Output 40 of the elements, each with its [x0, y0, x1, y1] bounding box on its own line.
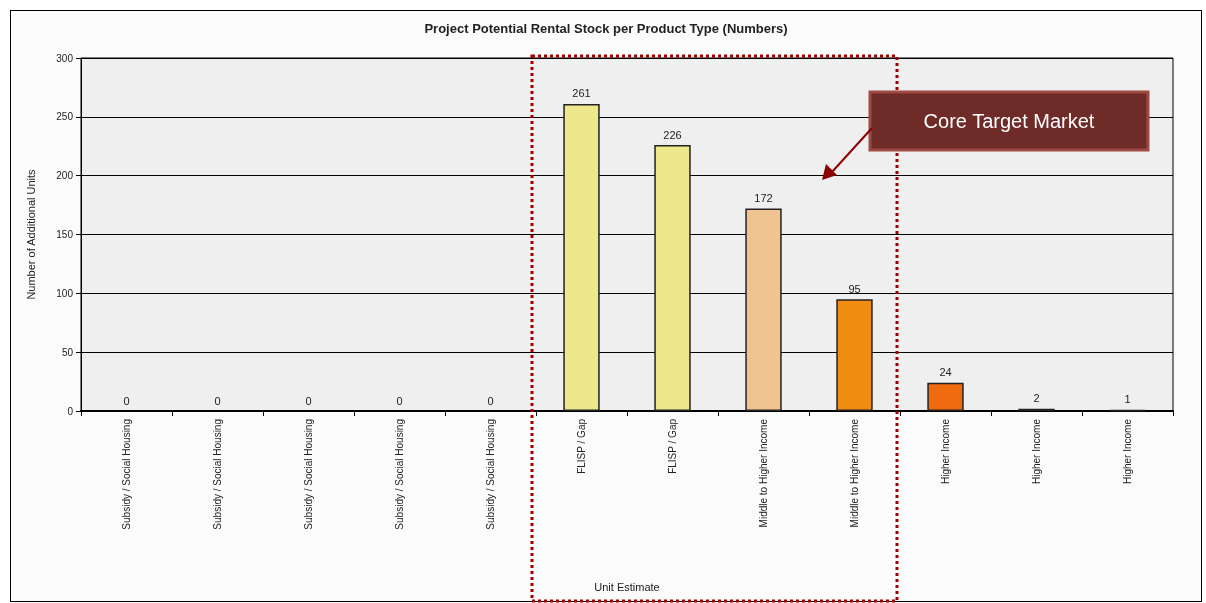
bar — [836, 299, 873, 411]
data-label: 0 — [305, 394, 312, 407]
y-tick-label: 250 — [56, 111, 74, 123]
x-axis-title: Unit Estimate — [594, 580, 660, 593]
data-label: 0 — [396, 394, 403, 407]
x-tick-label: Subsidy / Social Housing — [121, 419, 132, 530]
data-label: 226 — [663, 128, 682, 141]
bar — [654, 145, 691, 411]
data-label: 172 — [754, 192, 773, 205]
y-tick-label: 200 — [56, 170, 74, 182]
data-label: 1 — [1124, 393, 1131, 406]
data-label: 0 — [123, 394, 130, 407]
x-tick-label: Subsidy / Social Housing — [394, 419, 405, 530]
data-label: 261 — [572, 87, 591, 100]
x-tick-label: Middle to Higher Income — [849, 418, 860, 528]
data-label: 0 — [487, 394, 494, 407]
x-tick-label: Higher Income — [940, 418, 951, 485]
x-tick-label: Subsidy / Social Housing — [212, 419, 223, 530]
bar — [927, 382, 964, 411]
x-tick-label: Higher Income — [1031, 418, 1042, 485]
data-label: 95 — [848, 282, 861, 295]
y-tick-label: 300 — [56, 52, 74, 64]
x-tick-label: Subsidy / Social Housing — [485, 419, 496, 530]
chart-title: Project Potential Rental Stock per Product Type (Numbers) — [424, 21, 788, 36]
bar — [745, 208, 782, 411]
x-tick-label: Middle to Higher Income — [758, 418, 769, 528]
y-tick-label: 150 — [56, 229, 74, 240]
data-label: 2 — [1033, 392, 1040, 405]
y-axis-title: Number of Additional Units — [24, 168, 37, 300]
annotation: Core Target Market — [923, 110, 1095, 132]
y-tick-label: 50 — [61, 346, 74, 358]
data-label: 0 — [214, 394, 221, 407]
y-tick-label: 100 — [56, 287, 74, 299]
x-tick-label: Subsidy / Social Housing — [303, 419, 314, 530]
y-tick-label: 0 — [67, 405, 74, 417]
data-label: 24 — [939, 366, 952, 379]
bar — [563, 103, 600, 411]
x-tick-label: FLISP / Gap — [576, 418, 587, 474]
x-tick-label: Higher Income — [1122, 418, 1133, 485]
x-tick-label: FLISP / Gap — [667, 418, 678, 474]
